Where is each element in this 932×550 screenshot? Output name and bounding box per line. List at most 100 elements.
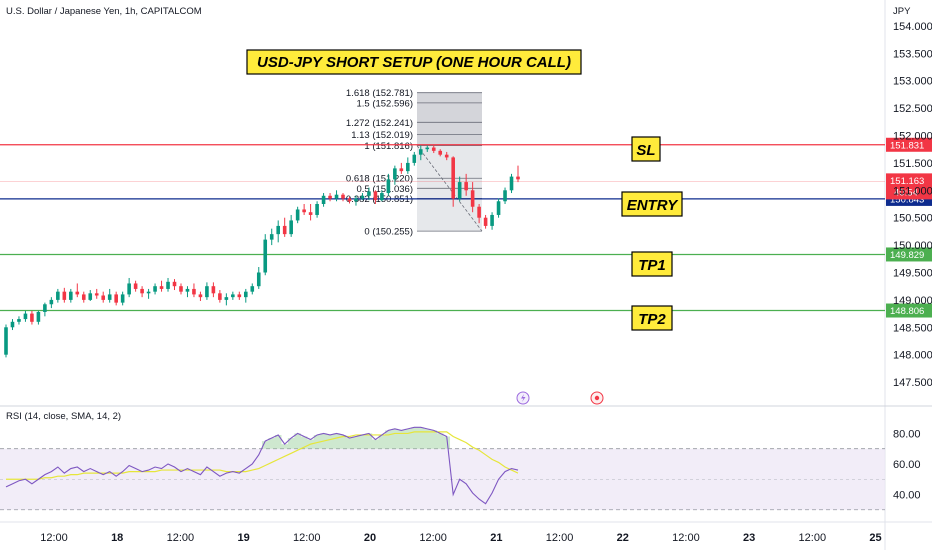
candle-body xyxy=(159,286,164,289)
candle xyxy=(269,228,274,246)
candle-body xyxy=(496,201,501,215)
price-tick-label: 148.500 xyxy=(893,322,932,334)
lightning-icon[interactable] xyxy=(516,391,530,405)
candle-body xyxy=(224,297,229,300)
candle-body xyxy=(114,294,118,303)
rsi-tick-label: 60.00 xyxy=(893,459,921,471)
candle-body xyxy=(483,217,488,226)
time-tick-label: 12:00 xyxy=(419,532,447,544)
candle-body xyxy=(69,291,73,300)
level-price-badge-text: 150.843 xyxy=(890,194,924,205)
candle xyxy=(302,204,306,215)
candle xyxy=(464,173,468,196)
rsi-band xyxy=(0,448,885,510)
level-price-badge-text: 151.831 xyxy=(890,140,924,151)
candle xyxy=(451,156,455,207)
level-label-box xyxy=(631,251,673,277)
candle xyxy=(101,291,106,303)
candle-body xyxy=(43,304,47,312)
candle-body xyxy=(250,286,255,292)
rsi-overbought-fill xyxy=(261,427,451,449)
candle-body xyxy=(172,281,177,287)
candle-body xyxy=(276,225,281,235)
candle-body xyxy=(451,157,455,199)
level-label-text: SL xyxy=(636,142,655,159)
candle xyxy=(30,310,34,325)
candle-body xyxy=(127,283,131,295)
fib-level-label: 1.5 (152.596) xyxy=(356,98,413,109)
candle xyxy=(75,283,80,298)
candle xyxy=(412,151,417,166)
candle xyxy=(69,288,73,303)
rsi-line xyxy=(5,426,519,505)
setup-title-text: USD-JPY SHORT SETUP (ONE HOUR CALL) xyxy=(257,54,571,71)
level-price-badge xyxy=(886,247,932,262)
rsi-tick-label: 40.00 xyxy=(893,490,921,502)
price-tick-label: 153.000 xyxy=(893,76,932,88)
candle-body xyxy=(380,193,384,201)
candle-body xyxy=(289,220,293,235)
setup-title: USD-JPY SHORT SETUP (ONE HOUR CALL) xyxy=(246,49,582,75)
candle xyxy=(218,290,222,303)
candle xyxy=(373,190,378,204)
candle xyxy=(406,157,410,174)
candle xyxy=(224,293,229,306)
level-price-badge xyxy=(886,137,932,152)
candle xyxy=(36,310,41,325)
candle-body xyxy=(328,195,332,199)
candle xyxy=(360,193,365,201)
candle xyxy=(56,288,60,303)
candle-body xyxy=(231,294,235,298)
candle-body xyxy=(470,190,475,207)
candle xyxy=(231,291,235,300)
candle xyxy=(49,297,54,309)
candle-body xyxy=(30,313,34,322)
rsi-pane: RSI (14, close, SMA, 14, 2) 80.00 60.00 40.… xyxy=(0,411,921,511)
candle xyxy=(315,201,319,218)
candle xyxy=(166,277,170,292)
candle-body xyxy=(211,286,216,294)
price-tick-label: 152.500 xyxy=(893,103,932,115)
level-price-badge-text: 149.829 xyxy=(890,250,924,261)
candle-body xyxy=(425,147,430,150)
candle-body xyxy=(302,209,306,213)
level-label-box xyxy=(621,191,683,217)
fib-level-label: 1.618 (152.781) xyxy=(346,88,413,99)
candle xyxy=(114,291,118,306)
candle-body xyxy=(282,225,287,235)
fib-level-label: 0.618 (151.220) xyxy=(346,174,413,185)
candle xyxy=(159,280,164,292)
candle xyxy=(263,234,268,276)
current-price-badge xyxy=(886,173,932,200)
candle-body xyxy=(438,150,443,155)
level-label-box xyxy=(631,136,661,162)
candle-body xyxy=(503,190,507,202)
symbol-header: U.S. Dollar / Japanese Yen, 1h, CAPITALC… xyxy=(6,6,202,17)
candle-body xyxy=(101,295,106,300)
level-label-tp1: TP1 xyxy=(631,251,673,277)
candle-body xyxy=(509,176,514,191)
level-label-text: ENTRY xyxy=(627,197,680,214)
price-tick-label: 150.000 xyxy=(893,240,932,252)
candle xyxy=(211,282,216,298)
level-label-text: TP1 xyxy=(638,257,666,274)
record-icon[interactable] xyxy=(590,391,604,405)
candle xyxy=(23,310,28,322)
candle-body xyxy=(146,291,151,294)
candle xyxy=(146,288,151,299)
candle-body xyxy=(10,321,15,328)
candle xyxy=(198,291,203,301)
candle-body xyxy=(341,194,345,199)
level-label-text: TP2 xyxy=(638,311,666,328)
price-axis: 154.000 153.500 153.000 152.500 152.000 151.5… xyxy=(893,21,932,389)
candle-body xyxy=(88,293,93,300)
candle-body xyxy=(243,291,248,298)
candle-body xyxy=(120,294,125,303)
candle-body xyxy=(386,179,391,194)
candle xyxy=(354,195,358,206)
candle-body xyxy=(321,195,326,204)
candle-body xyxy=(308,212,313,215)
candle-body xyxy=(198,294,203,298)
